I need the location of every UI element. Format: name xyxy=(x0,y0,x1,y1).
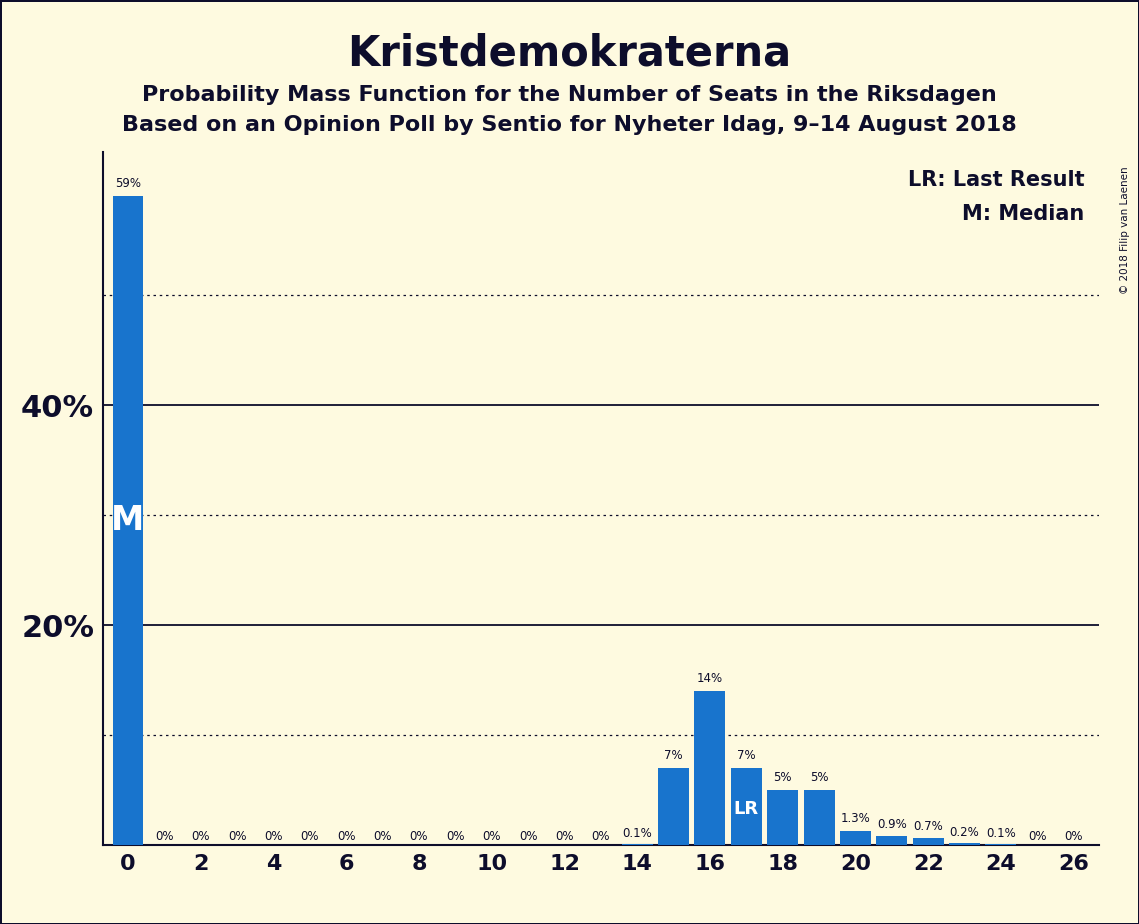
Bar xyxy=(658,769,689,845)
Text: 5%: 5% xyxy=(810,771,828,784)
Bar xyxy=(949,844,980,845)
Text: 0.9%: 0.9% xyxy=(877,818,907,832)
Text: Based on an Opinion Poll by Sentio for Nyheter Idag, 9–14 August 2018: Based on an Opinion Poll by Sentio for N… xyxy=(122,115,1017,135)
Text: 0%: 0% xyxy=(483,830,501,843)
Text: Probability Mass Function for the Number of Seats in the Riksdagen: Probability Mass Function for the Number… xyxy=(142,85,997,105)
Bar xyxy=(113,197,144,845)
Text: M: M xyxy=(112,505,145,538)
Bar xyxy=(731,769,762,845)
Text: 0%: 0% xyxy=(1065,830,1083,843)
Text: 0%: 0% xyxy=(374,830,392,843)
Text: 0%: 0% xyxy=(555,830,574,843)
Text: 0%: 0% xyxy=(264,830,282,843)
Text: 0.7%: 0.7% xyxy=(913,821,943,833)
Text: 0%: 0% xyxy=(1029,830,1047,843)
Text: 0%: 0% xyxy=(591,830,611,843)
Text: 0%: 0% xyxy=(337,830,355,843)
Bar xyxy=(839,832,871,845)
Text: M: Median: M: Median xyxy=(962,204,1084,225)
Text: LR: LR xyxy=(734,799,759,818)
Text: 5%: 5% xyxy=(773,771,792,784)
Text: 0.1%: 0.1% xyxy=(986,827,1016,840)
Text: Kristdemokraterna: Kristdemokraterna xyxy=(347,32,792,74)
Text: 0%: 0% xyxy=(155,830,173,843)
Text: © 2018 Filip van Laenen: © 2018 Filip van Laenen xyxy=(1121,166,1130,294)
Bar xyxy=(695,691,726,845)
Text: 59%: 59% xyxy=(115,176,141,189)
Bar xyxy=(876,835,908,845)
Text: 7%: 7% xyxy=(664,748,683,762)
Bar xyxy=(804,790,835,845)
Text: LR: Last Result: LR: Last Result xyxy=(908,170,1084,189)
Text: 0%: 0% xyxy=(446,830,465,843)
Bar xyxy=(768,790,798,845)
Text: 0%: 0% xyxy=(410,830,428,843)
Text: 0%: 0% xyxy=(301,830,319,843)
Text: 0.2%: 0.2% xyxy=(950,826,980,839)
Text: 14%: 14% xyxy=(697,672,723,685)
Text: 7%: 7% xyxy=(737,748,755,762)
Text: 0%: 0% xyxy=(519,830,538,843)
Bar xyxy=(912,838,943,845)
Text: 0%: 0% xyxy=(228,830,246,843)
Text: 1.3%: 1.3% xyxy=(841,811,870,824)
Text: 0%: 0% xyxy=(191,830,210,843)
Text: 0.1%: 0.1% xyxy=(622,827,652,840)
